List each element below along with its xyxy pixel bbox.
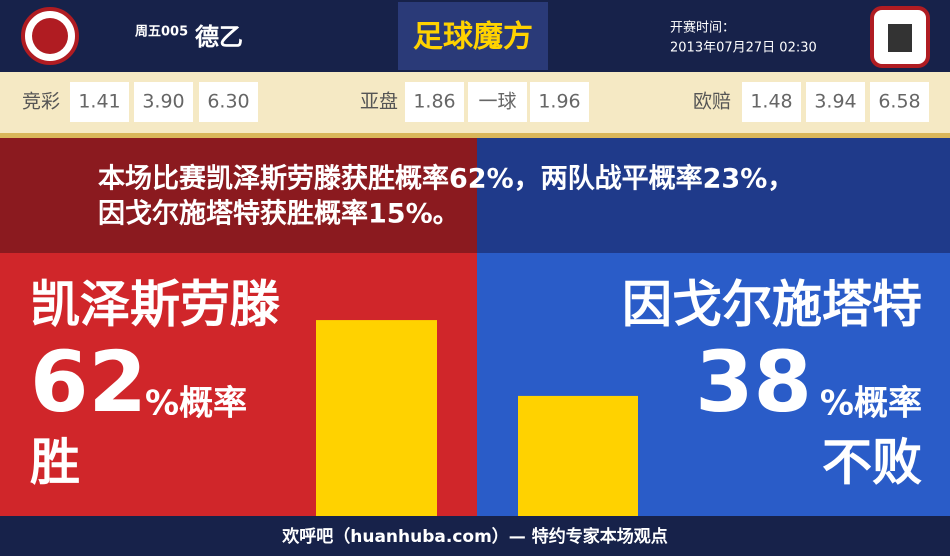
- odds-value: 1.86: [413, 91, 455, 113]
- odds-value: 1.48: [750, 91, 792, 113]
- odds-label: 欧赔: [693, 91, 731, 113]
- footer-bg: [0, 516, 950, 556]
- brand-bg: [398, 2, 548, 70]
- summary-line: 本场比赛凯泽斯劳滕获胜概率62%，两队战平概率23%，: [98, 163, 794, 195]
- odds-box: [742, 82, 801, 122]
- odds-value: 3.90: [142, 91, 184, 113]
- away-suffix: %概率: [820, 384, 922, 424]
- footer: 欢呼吧（huanhuba.com）— 特约专家本场观点: [281, 526, 667, 547]
- odds-box: [134, 82, 193, 122]
- brand: 足球魔方: [413, 20, 533, 55]
- odds-value: 6.58: [878, 91, 920, 113]
- summary-line: 因戈尔施塔特获胜概率15%。: [98, 198, 460, 230]
- away-percent: 38: [695, 333, 812, 431]
- separator: [0, 133, 950, 138]
- odds-value: 3.94: [814, 91, 856, 113]
- bar: [518, 395, 638, 516]
- bar: [316, 320, 437, 516]
- home-suffix: %概率: [145, 384, 247, 424]
- odds-value: 一球: [478, 91, 516, 113]
- odds-value: 6.30: [207, 91, 249, 113]
- odds-label: 竞彩: [22, 91, 60, 113]
- odds-box: [870, 82, 929, 122]
- away-logo-inner: [888, 24, 912, 52]
- away-outcome: 不败: [822, 434, 922, 492]
- league: 德乙: [195, 23, 243, 51]
- match-code: 周五005: [135, 25, 188, 40]
- summary-bg-away: [477, 138, 950, 253]
- home-team: 凯泽斯劳滕: [30, 276, 280, 334]
- home-logo-inner: [32, 18, 68, 54]
- kickoff-label: 开赛时间：: [670, 20, 735, 36]
- summary-bg-home: [0, 138, 477, 253]
- odds-box: [468, 82, 527, 122]
- away-team: 因戈尔施塔特: [622, 276, 922, 334]
- odds-box: [70, 82, 129, 122]
- odds-box: [530, 82, 589, 122]
- odds: 竞彩 1.41 3.90 6.30 亚盘 1.86 一球 1.96 欧赔 1.48 3.94 6.58: [22, 82, 929, 122]
- odds-label: 亚盘: [360, 91, 398, 113]
- odds-box: [405, 82, 464, 122]
- kickoff-time: 2013年07月27日 02:30: [670, 41, 817, 56]
- odds-value: 1.96: [538, 91, 580, 113]
- odds-box: [199, 82, 258, 122]
- home-outcome: 胜: [30, 434, 80, 492]
- home-percent: 62: [30, 333, 147, 431]
- odds-box: [806, 82, 865, 122]
- odds-value: 1.41: [78, 91, 120, 113]
